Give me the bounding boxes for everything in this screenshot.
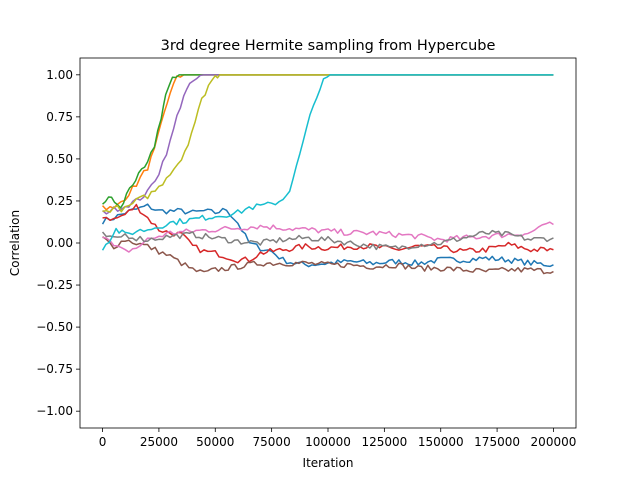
series-line-4 — [102, 203, 554, 264]
y-tick-label: −0.50 — [36, 320, 73, 334]
x-tick-label: 150000 — [418, 435, 464, 449]
y-tick-label: 0.50 — [46, 152, 73, 166]
y-tick-label: 1.00 — [46, 68, 73, 82]
x-tick-label: 75000 — [253, 435, 291, 449]
x-tick-label: 125000 — [361, 435, 407, 449]
series-line-10 — [101, 74, 554, 251]
x-tick-label: 25000 — [140, 435, 178, 449]
y-tick-label: −0.75 — [36, 362, 73, 376]
y-axis-label: Correlation — [8, 210, 22, 276]
x-tick-label: 100000 — [305, 435, 351, 449]
y-tick-label: 0.75 — [46, 110, 73, 124]
plot-frame — [79, 57, 577, 429]
series-line-1 — [101, 203, 554, 268]
y-tick-label: 0.25 — [46, 194, 73, 208]
y-tick-label: 0.00 — [46, 236, 73, 250]
x-axis-label: Iteration — [303, 456, 354, 470]
x-tick-label: 175000 — [474, 435, 520, 449]
x-tick-label: 0 — [99, 435, 107, 449]
y-tick-label: −1.00 — [36, 404, 73, 418]
series-line-6 — [102, 236, 554, 275]
chart-title: 3rd degree Hermite sampling from Hypercu… — [161, 38, 496, 54]
series-layer — [101, 74, 554, 275]
series-line-7 — [102, 221, 554, 253]
series-line-8 — [101, 229, 554, 251]
y-tick-label: −0.25 — [36, 278, 73, 292]
ticks-layer: 0 25000 50000 75000 100000 125000 150000 175000… — [36, 68, 576, 449]
x-tick-label: 50000 — [196, 435, 234, 449]
x-tick-label: 200000 — [531, 435, 577, 449]
